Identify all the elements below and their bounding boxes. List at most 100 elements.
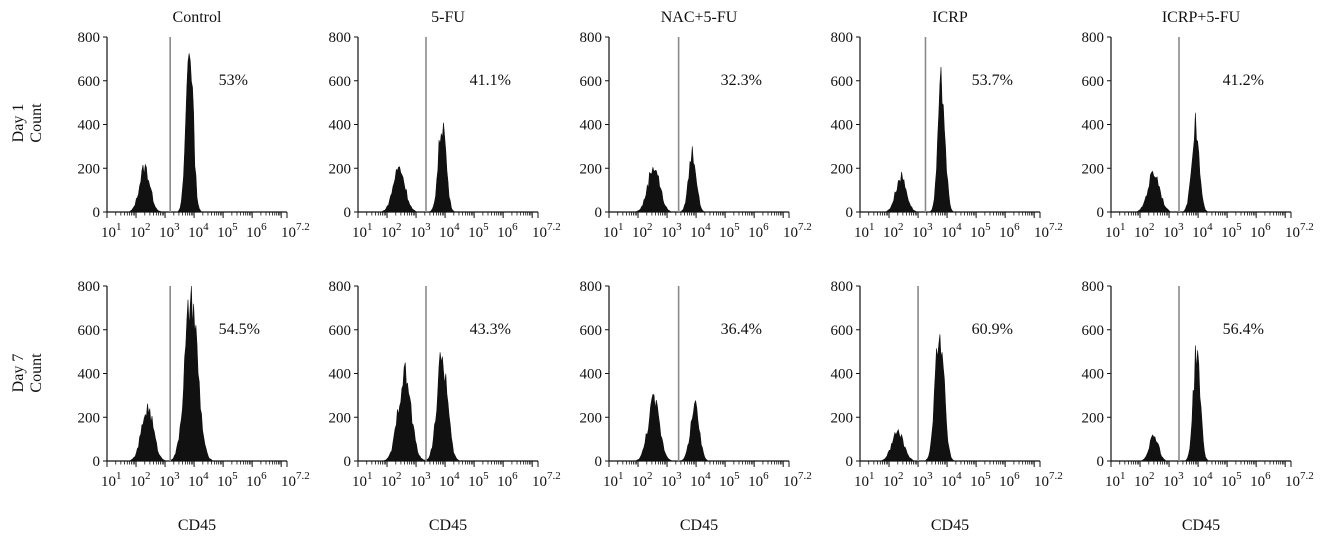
x-tick-label: 101	[1105, 221, 1126, 241]
y-tick-label: 0	[846, 205, 854, 221]
x-tick-label: 102	[632, 470, 653, 490]
x-tick-label: 103	[410, 470, 431, 490]
histogram-panel-r2c2: 0 200 400 600 800 101 102 103 104 105 106 107.2 43.3…	[329, 279, 561, 490]
y-tick-label: 200	[329, 161, 352, 177]
x-tick-label: 107.2	[281, 470, 310, 490]
x-tick-label: 103	[410, 221, 431, 241]
y-tick-label: 600	[1082, 323, 1105, 339]
histogram-panel-r1c1: 0 200 400 600 800 101 102 103 104 105 106 107.2 53%	[78, 30, 310, 241]
x-tick-label: 103	[912, 470, 933, 490]
y-tick-label: 400	[580, 118, 603, 134]
x-tick-label: 101	[352, 221, 373, 241]
percent-label: 32.3%	[721, 72, 762, 89]
y-tick-label: 800	[329, 279, 352, 295]
y-tick-label: 0	[93, 205, 101, 221]
x-tick-label: 102	[883, 470, 904, 490]
y-tick-label: 0	[595, 454, 603, 470]
histogram-area	[609, 146, 789, 213]
y-tick-label: 600	[329, 323, 352, 339]
y-tick-label: 800	[78, 30, 101, 46]
y-tick-label: 0	[595, 205, 603, 221]
histogram-area	[358, 122, 538, 213]
x-tick-label: 106	[497, 221, 518, 241]
y-tick-label: 0	[93, 454, 101, 470]
y-tick-label: 600	[329, 74, 352, 90]
x-tick-label: 101	[1105, 470, 1126, 490]
x-tick-label: 105	[719, 221, 740, 241]
histogram-area	[1111, 112, 1291, 213]
y-tick-label: 600	[78, 323, 101, 339]
x-tick-label: 107.2	[1285, 221, 1314, 241]
histogram-area	[1111, 345, 1291, 462]
y-tick-label: 600	[831, 74, 854, 90]
x-axis-label-col1: CD45	[178, 517, 216, 534]
x-tick-label: 106	[748, 470, 769, 490]
y-tick-label: 200	[580, 161, 603, 177]
histogram-panel-r2c5: 0 200 400 600 800 101 102 103 104 105 106 107.2 56.4…	[1082, 279, 1314, 490]
percent-label: 41.1%	[470, 72, 511, 89]
y-tick-label: 800	[831, 279, 854, 295]
y-tick-label: 800	[580, 30, 603, 46]
y-tick-label: 400	[580, 367, 603, 383]
x-tick-label: 103	[661, 221, 682, 241]
x-tick-label: 102	[130, 221, 151, 241]
column-title-5fu: 5-FU	[431, 9, 465, 26]
x-tick-label: 102	[1134, 221, 1155, 241]
x-tick-label: 107.2	[1034, 221, 1063, 241]
histogram-panel-r2c3: 0 200 400 600 800 101 102 103 104 105 106 107.2 36.4…	[580, 279, 812, 490]
x-tick-label: 105	[970, 470, 991, 490]
x-tick-label: 102	[381, 221, 402, 241]
column-title-nac-5fu: NAC+5-FU	[661, 9, 738, 26]
x-tick-label: 105	[468, 470, 489, 490]
x-tick-label: 106	[246, 221, 267, 241]
y-tick-label: 200	[1082, 161, 1105, 177]
y-tick-label: 600	[1082, 74, 1105, 90]
x-tick-label: 107.2	[532, 221, 561, 241]
x-tick-label: 103	[661, 470, 682, 490]
y-tick-label: 200	[831, 161, 854, 177]
y-tick-label: 0	[1097, 205, 1105, 221]
x-tick-label: 104	[690, 221, 711, 241]
x-tick-label: 103	[159, 470, 180, 490]
y-tick-label: 600	[580, 74, 603, 90]
y-tick-label: 800	[78, 279, 101, 295]
x-tick-label: 106	[1250, 221, 1271, 241]
y-tick-label: 600	[831, 323, 854, 339]
x-tick-label: 104	[188, 221, 209, 241]
x-tick-label: 101	[101, 221, 122, 241]
x-tick-label: 103	[159, 221, 180, 241]
y-tick-label: 600	[580, 323, 603, 339]
x-tick-label: 104	[941, 221, 962, 241]
y-tick-label: 200	[831, 410, 854, 426]
histogram-area	[609, 394, 789, 462]
x-tick-label: 106	[748, 221, 769, 241]
y-tick-label: 800	[1082, 30, 1105, 46]
x-tick-label: 102	[1134, 470, 1155, 490]
y-tick-label: 0	[1097, 454, 1105, 470]
y-tick-label: 0	[344, 205, 352, 221]
x-tick-label: 104	[690, 470, 711, 490]
percent-label: 60.9%	[972, 321, 1013, 338]
histogram-panel-r1c2: 0 200 400 600 800 101 102 103 104 105 106 107.2 41.1…	[329, 30, 561, 241]
x-tick-label: 104	[1192, 470, 1213, 490]
column-title-icrp-5fu: ICRP+5-FU	[1162, 9, 1241, 26]
y-tick-label: 800	[329, 30, 352, 46]
x-tick-label: 105	[217, 221, 238, 241]
y-tick-label: 400	[78, 367, 101, 383]
y-tick-label: 400	[329, 118, 352, 134]
x-tick-label: 104	[941, 470, 962, 490]
row-label-day1-line1: Day 1	[10, 104, 27, 143]
x-tick-label: 107.2	[783, 470, 812, 490]
x-tick-label: 103	[1163, 470, 1184, 490]
histogram-area	[860, 334, 1040, 462]
x-tick-label: 102	[883, 221, 904, 241]
y-tick-label: 600	[78, 74, 101, 90]
x-tick-label: 102	[381, 470, 402, 490]
y-tick-label: 400	[1082, 367, 1105, 383]
x-tick-label: 105	[468, 221, 489, 241]
histogram-area	[107, 285, 287, 462]
x-tick-label: 106	[999, 470, 1020, 490]
x-tick-label: 104	[188, 470, 209, 490]
